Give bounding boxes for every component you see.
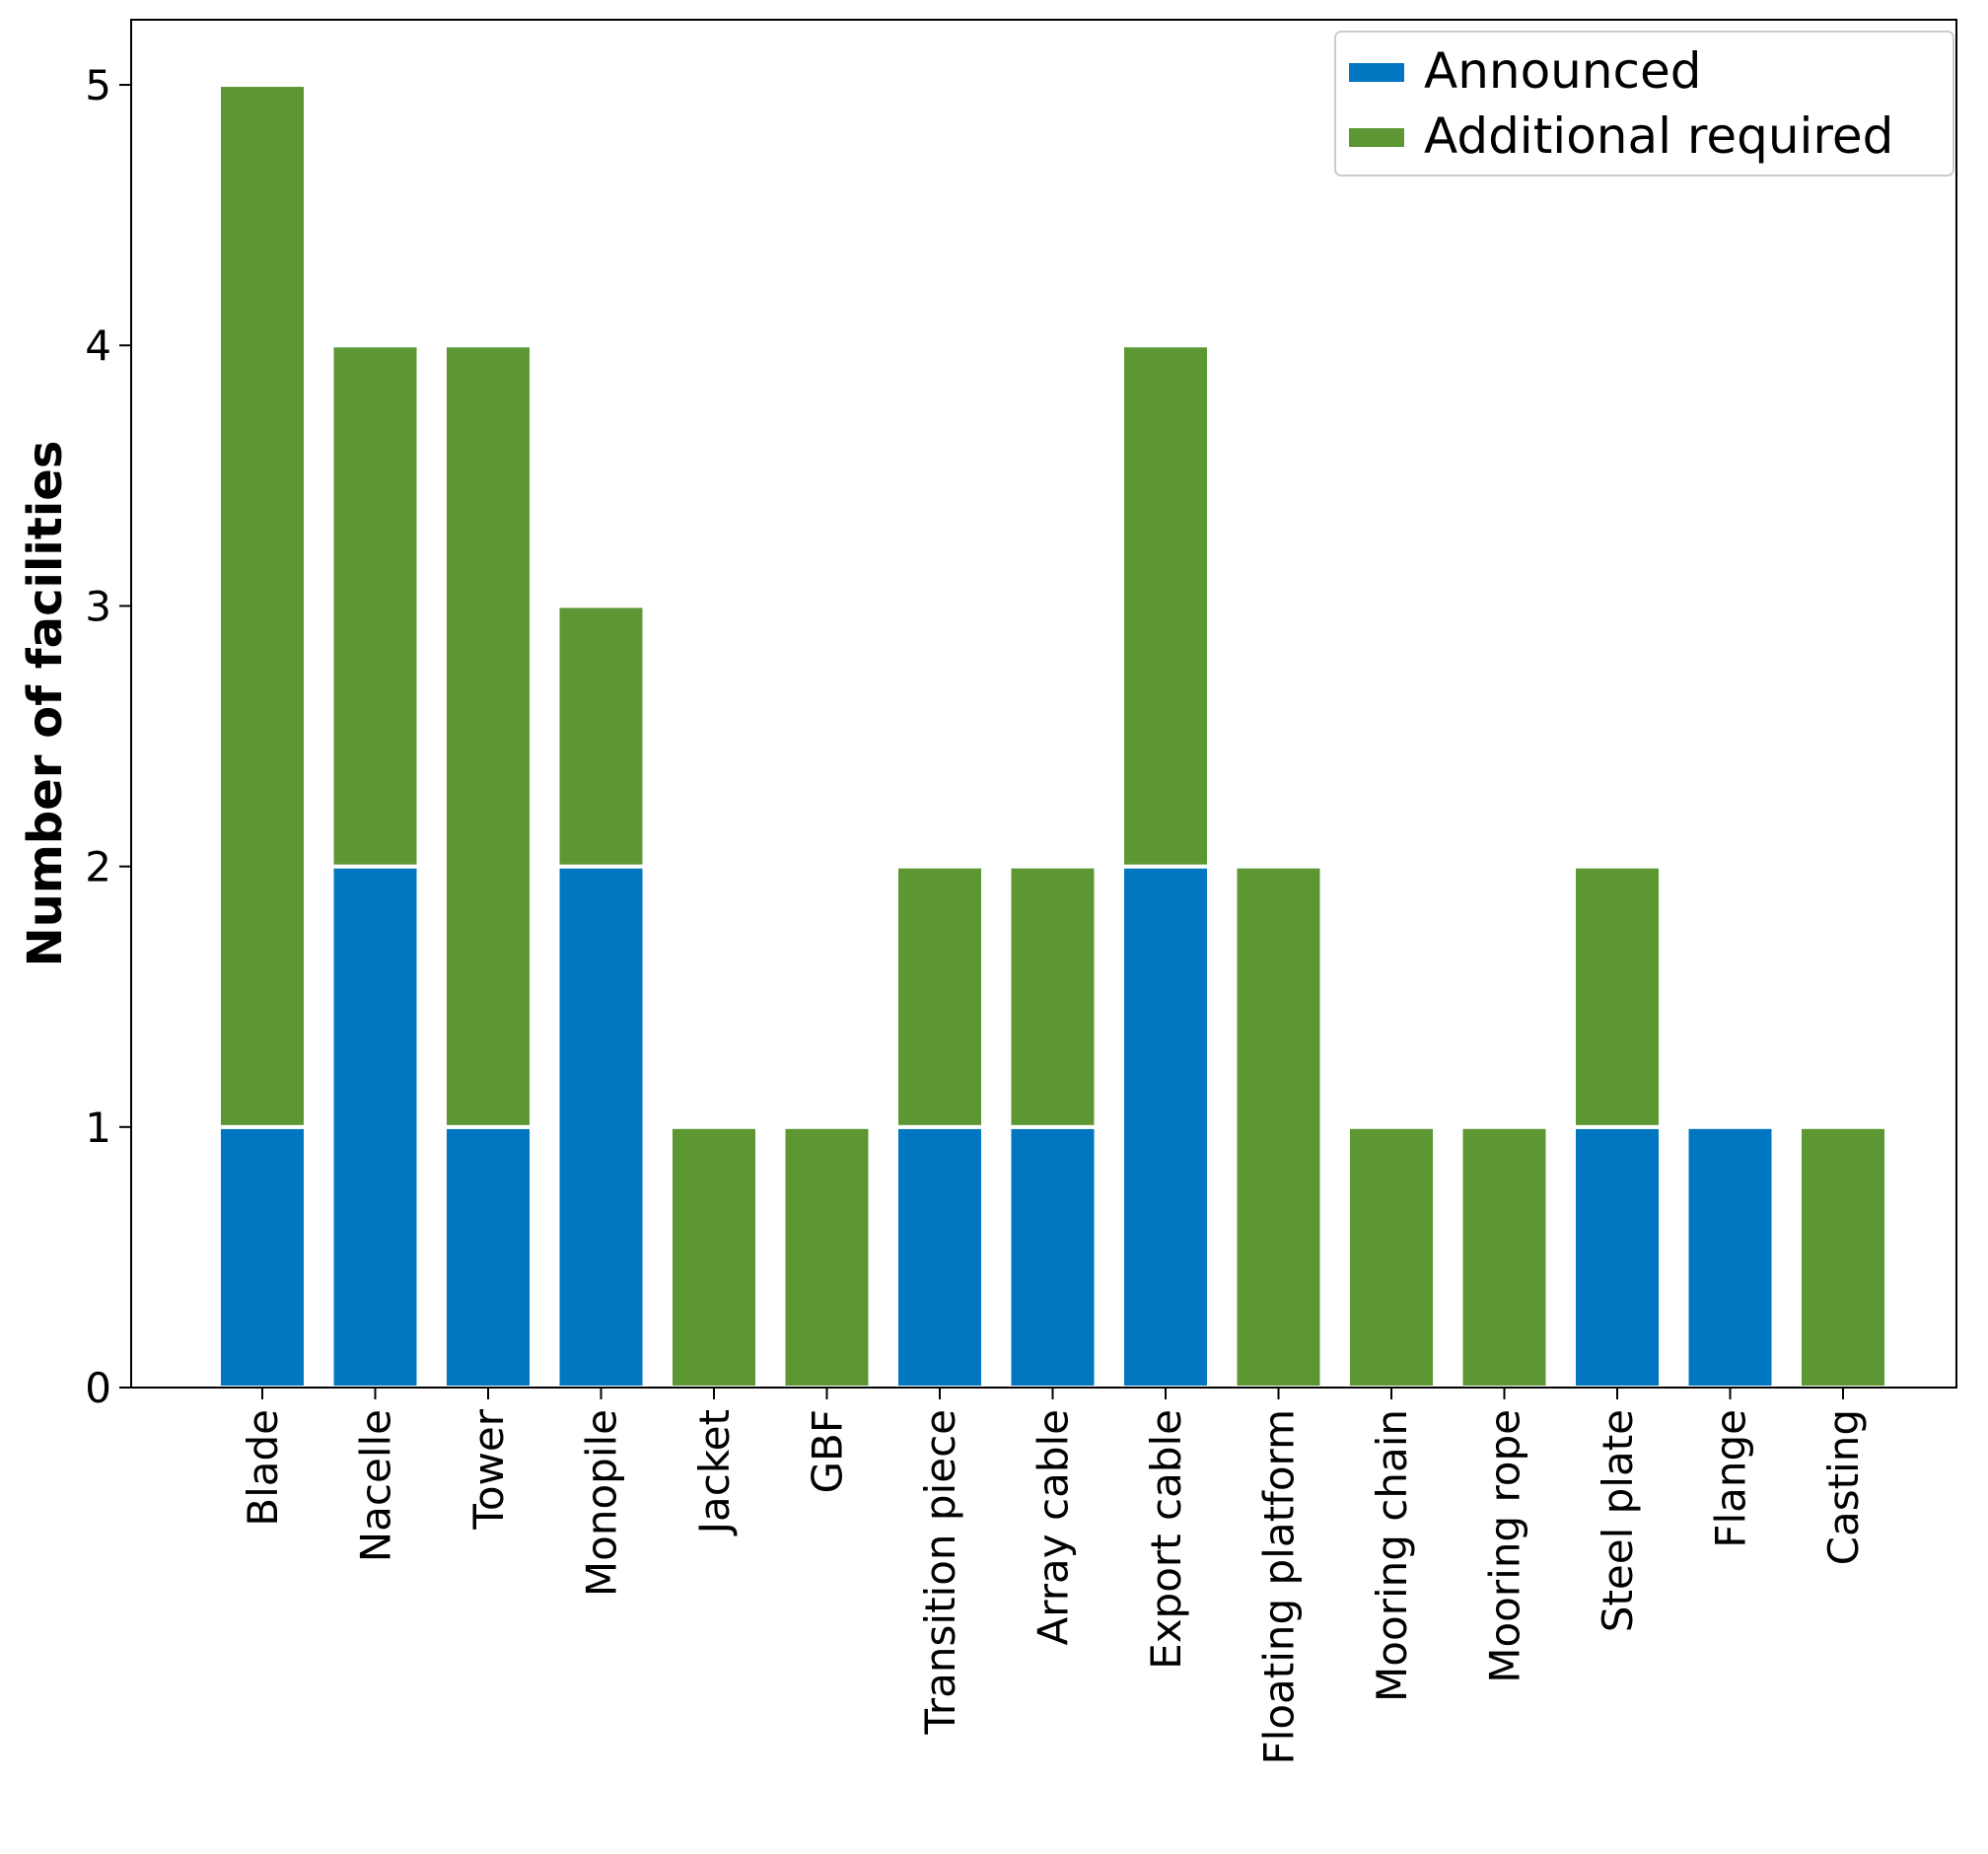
y-tick-label: 1 bbox=[85, 1104, 111, 1152]
legend-label: Announced bbox=[1424, 42, 1702, 100]
x-tick-label: Transition piece bbox=[916, 1409, 964, 1736]
bar-additional-2 bbox=[443, 343, 533, 1129]
bar-additional-1 bbox=[329, 343, 421, 869]
x-axis: Blade Nacelle Tower Monopile Jacket GBF Transi… bbox=[239, 1388, 1868, 1765]
x-tick-label: Array cable bbox=[1030, 1409, 1078, 1645]
bar-announced-1 bbox=[329, 864, 421, 1390]
x-tick-label: Mooring rope bbox=[1481, 1409, 1529, 1683]
legend-label: Additional required bbox=[1424, 107, 1893, 165]
y-tick-label: 0 bbox=[85, 1364, 111, 1412]
bar-announced-7 bbox=[1007, 1124, 1099, 1390]
bar-additional-11 bbox=[1458, 1124, 1550, 1390]
bar-additional-5 bbox=[781, 1124, 873, 1390]
y-axis-label: Number of facilities bbox=[18, 441, 73, 967]
x-tick-label: Monopile bbox=[578, 1409, 626, 1597]
x-tick-label: Nacelle bbox=[352, 1409, 400, 1562]
bar-additional-0 bbox=[217, 83, 308, 1129]
bar-additional-3 bbox=[555, 604, 647, 869]
legend: Announced Additional required bbox=[1334, 31, 1954, 177]
y-tick-label: 5 bbox=[85, 61, 111, 109]
bar-announced-0 bbox=[217, 1124, 308, 1390]
bar-announced-6 bbox=[894, 1124, 985, 1390]
y-tick-label: 4 bbox=[85, 321, 111, 370]
bar-announced-8 bbox=[1120, 864, 1211, 1390]
legend-swatch bbox=[1349, 128, 1404, 147]
legend-swatch bbox=[1349, 63, 1404, 82]
bar-additional-12 bbox=[1572, 864, 1663, 1129]
bar-additional-8 bbox=[1120, 343, 1211, 869]
x-tick-label: Blade bbox=[239, 1409, 287, 1527]
y-axis: 0 1 2 3 4 5 bbox=[85, 61, 131, 1412]
legend-box bbox=[1334, 31, 1954, 177]
bars-layer bbox=[217, 83, 1888, 1390]
bar-announced-12 bbox=[1572, 1124, 1663, 1390]
bar-additional-9 bbox=[1233, 864, 1324, 1390]
x-tick-label: Jacket bbox=[690, 1409, 739, 1536]
x-tick-label: Export cable bbox=[1142, 1409, 1190, 1670]
x-tick-label: Floating platform bbox=[1255, 1409, 1304, 1765]
bar-announced-2 bbox=[443, 1124, 533, 1390]
bar-additional-4 bbox=[669, 1124, 759, 1390]
y-tick-label: 3 bbox=[85, 582, 111, 630]
x-tick-label: Casting bbox=[1819, 1409, 1868, 1565]
x-tick-label: Tower bbox=[464, 1408, 513, 1530]
plot-frame bbox=[130, 19, 1957, 1389]
bar-additional-14 bbox=[1798, 1124, 1888, 1390]
x-tick-label: GBF bbox=[804, 1409, 852, 1494]
y-tick-label: 2 bbox=[85, 843, 111, 891]
x-tick-label: Steel plate bbox=[1594, 1409, 1642, 1632]
bar-announced-13 bbox=[1684, 1124, 1776, 1390]
bar-additional-7 bbox=[1007, 864, 1099, 1129]
bar-additional-10 bbox=[1346, 1124, 1437, 1390]
x-tick-label: Flange bbox=[1707, 1409, 1755, 1548]
bar-announced-3 bbox=[555, 864, 647, 1390]
x-tick-label: Mooring chain bbox=[1368, 1409, 1416, 1702]
bar-additional-6 bbox=[894, 864, 985, 1129]
